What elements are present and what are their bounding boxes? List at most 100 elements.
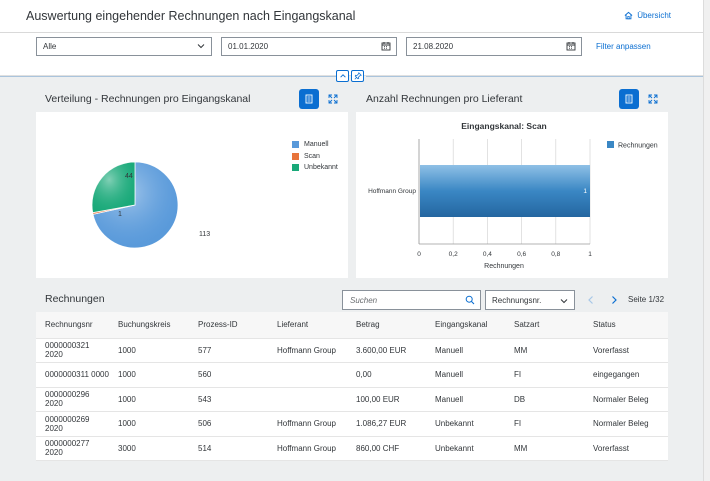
adjust-filters-link[interactable]: Filter anpassen [596,42,651,51]
home-icon [624,11,633,20]
next-page-icon[interactable] [609,295,619,305]
column-header[interactable]: Buchungskreis [109,312,189,339]
table-cell: 0000000277 2020 [36,436,109,461]
pie-slice-shading [92,162,135,213]
pie-chart: 113 1 44 [91,161,210,249]
pie-slice-shading [92,205,135,215]
legend-swatch [292,141,299,148]
table-cell: 0000000296 2020 [36,387,109,412]
pin-icon [354,72,362,80]
table-row[interactable]: 0000000311 0000 1000 560 0,00 Manuell FI einge… [36,362,668,388]
overview-link[interactable]: Übersicht [624,11,671,20]
table-cell: Hoffmann Group [268,411,347,437]
search-placeholder: Suchen [350,296,378,305]
x-axis-label: Rechnungen [484,263,524,270]
bar-hoffmann-group[interactable] [420,165,590,217]
legend-swatch [292,152,299,160]
table-view-icon [625,94,633,104]
bar-fullscreen-button[interactable] [643,89,663,109]
legend-label: Scan [304,152,320,160]
column-header[interactable]: Betrag [347,312,426,339]
pie-chart-panel: 113 1 44 Manuell Scan Unbekannt [36,112,348,278]
table-row[interactable]: 0000000321 2020 1000 577 Hoffmann Group 3.60… [36,338,668,363]
pie-chart-table-toggle[interactable] [299,89,319,109]
page-header: Auswertung eingehender Rechnungen nach E… [0,0,703,33]
calendar-icon[interactable] [566,41,576,51]
fullscreen-icon [648,94,658,104]
table-header-row: Rechnungsnr Buchungskreis Prozess-ID Liefer… [36,312,668,339]
column-header[interactable]: Satzart [505,312,584,339]
bar-chart-table-toggle[interactable] [619,89,639,109]
date-from-field[interactable]: 01.01.2020 [221,37,397,56]
calendar-icon[interactable] [381,41,391,51]
table-cell: Normaler Beleg [584,411,668,437]
column-header[interactable]: Rechnungsnr [36,312,109,339]
x-tick-label: 0,2 [449,251,458,258]
table-cell: 0000000321 2020 [36,338,109,363]
channel-select[interactable]: Alle [36,37,212,56]
date-to-field[interactable]: 21.08.2020 [406,37,582,56]
bar-chart-panel: 0 0,2 0,4 0,6 0,8 1 1 Hoffmann Group Eingangskan… [356,112,668,278]
pie-card-title: Verteilung - Rechnungen pro Eingangskana… [45,93,251,105]
bar-chart-title: Eingangskanal: Scan [461,121,547,131]
table-cell: 577 [189,338,268,363]
legend-label: Unbekannt [304,164,338,171]
table-cell: 1000 [109,411,189,437]
divider [366,76,703,77]
table-cell: FI [505,362,584,388]
page-indicator: Seite 1/32 [628,295,665,304]
search-icon[interactable] [465,295,475,305]
table-cell: FI [505,411,584,437]
table-cell: 3000 [109,436,189,461]
search-input[interactable]: Suchen [342,290,481,310]
chevron-down-icon [560,299,568,304]
table-cell: Vorerfasst [584,338,668,363]
column-header[interactable]: Status [584,312,668,339]
table-cell: 1000 [109,387,189,412]
table-row[interactable]: 0000000277 2020 3000 514 Hoffmann Group 860,… [36,436,668,461]
legend-item-manuell[interactable]: Manuell [292,141,329,148]
date-from-value: 01.01.2020 [228,42,269,51]
pie-fullscreen-button[interactable] [323,89,343,109]
column-header[interactable]: Prozess-ID [189,312,268,339]
table-cell: 1.086,27 EUR [347,411,426,437]
table-view-icon [305,94,313,104]
legend-swatch [607,141,614,148]
column-header[interactable]: Lieferant [268,312,347,339]
table-cell: eingegangen [584,362,668,388]
table-row[interactable]: 0000000296 2020 1000 543 100,00 EUR Manuell D… [36,387,668,412]
bar-data-label: 1 [583,188,587,195]
previous-page-icon[interactable] [586,295,596,305]
x-tick-label: 0 [417,251,421,258]
page-title: Auswertung eingehender Rechnungen nach E… [26,9,356,23]
table-cell: Manuell [426,362,505,388]
table-cell: 0,00 [347,362,426,388]
bar-chart: 0 0,2 0,4 0,6 0,8 1 1 Hoffmann Group Eingangskan… [368,121,658,270]
legend-item-scan[interactable]: Scan [292,152,320,160]
fullscreen-icon [328,94,338,104]
page-scrollbar[interactable] [703,0,710,481]
table-cell: 100,00 EUR [347,387,426,412]
x-tick-label: 0,8 [551,251,560,258]
pin-header-button[interactable] [351,70,364,82]
pie-data-label: 1 [118,211,122,218]
sort-select[interactable]: Rechnungsnr. [485,290,575,310]
table-title: Rechnungen [45,293,105,305]
divider [0,76,336,77]
table-row[interactable]: 0000000269 2020 1000 506 Hoffmann Group 1.08… [36,411,668,437]
column-header[interactable]: Eingangskanal [426,312,505,339]
table-cell: MM [505,436,584,461]
table-cell: 3.600,00 EUR [347,338,426,363]
table-cell: 1000 [109,338,189,363]
pie-slice-shading [93,162,178,249]
date-to-value: 21.08.2020 [413,42,454,51]
sort-select-value: Rechnungsnr. [492,296,542,305]
pie-data-label: 113 [199,231,210,238]
x-tick-label: 0,4 [483,251,492,258]
table-cell: Manuell [426,338,505,363]
legend-item-unbekannt[interactable]: Unbekannt [292,164,338,171]
table-cell: Normaler Beleg [584,387,668,412]
table-cell: 0000000311 0000 [36,362,109,388]
collapse-header-button[interactable] [336,70,349,82]
table-cell: 1000 [109,362,189,388]
